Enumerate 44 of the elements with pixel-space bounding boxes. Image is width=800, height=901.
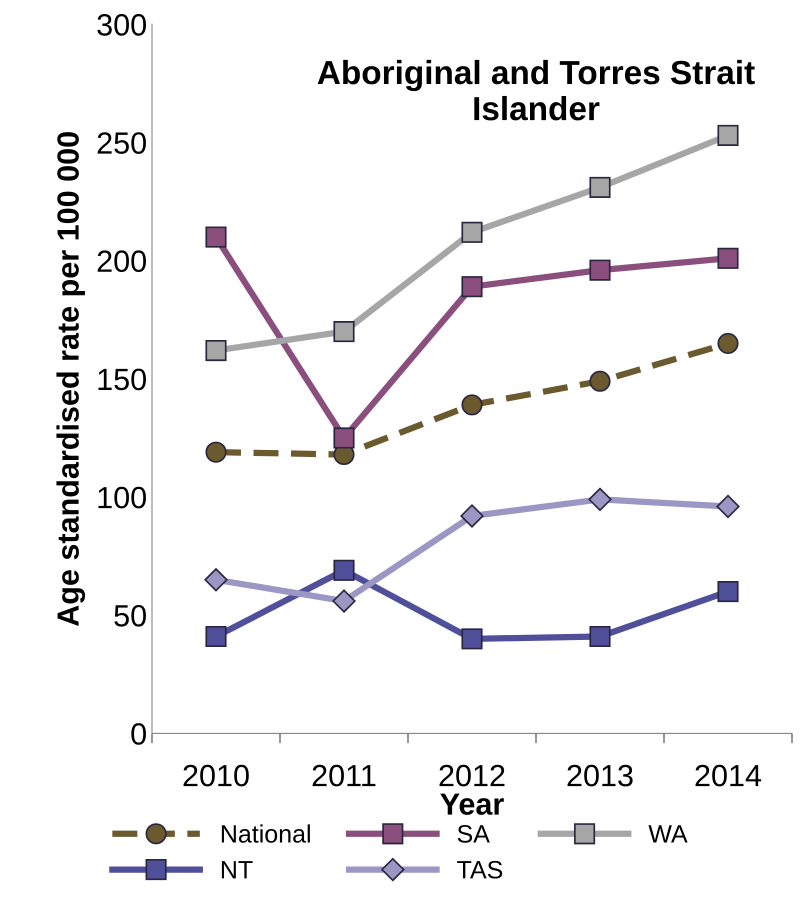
point bbox=[589, 176, 611, 198]
y-tick-label: 300 bbox=[97, 14, 146, 36]
point bbox=[205, 442, 227, 463]
legend-label: NT bbox=[222, 861, 253, 878]
point bbox=[205, 626, 227, 648]
legend-label: SA bbox=[458, 825, 490, 843]
point bbox=[717, 581, 739, 602]
point bbox=[589, 626, 611, 648]
y-tick-label: 0 bbox=[131, 723, 146, 745]
point bbox=[461, 276, 483, 298]
point bbox=[460, 504, 484, 528]
point bbox=[333, 560, 355, 581]
y-axis-title: Age standardised rate per 100 000 bbox=[56, 132, 86, 626]
legend-label: National bbox=[222, 824, 310, 843]
text: Aboriginal and Torres Strait Islander bbox=[318, 60, 755, 120]
x-tick-label: 2012 bbox=[440, 764, 504, 786]
point bbox=[333, 321, 355, 342]
point bbox=[461, 222, 483, 243]
point bbox=[589, 370, 611, 392]
y-tick-label: 250 bbox=[98, 132, 146, 154]
point bbox=[589, 260, 611, 281]
point bbox=[717, 248, 739, 269]
point bbox=[205, 226, 227, 248]
point bbox=[461, 628, 483, 650]
legend-label: TAS bbox=[457, 860, 502, 879]
point bbox=[204, 568, 228, 592]
x-axis-title: Year bbox=[440, 794, 504, 815]
point bbox=[332, 589, 356, 613]
y-tick-label: 200 bbox=[98, 250, 146, 272]
x-tick-label: 2013 bbox=[568, 764, 633, 786]
x-tick-label: 2011 bbox=[312, 764, 376, 786]
point bbox=[716, 494, 740, 518]
y-tick-label: 100 bbox=[98, 486, 146, 508]
point bbox=[333, 427, 355, 449]
x-tick-label: 2010 bbox=[184, 764, 249, 786]
point bbox=[205, 340, 227, 362]
y-tick-label: 150 bbox=[98, 368, 146, 390]
point bbox=[717, 124, 739, 146]
x-tick-label: 2014 bbox=[696, 764, 762, 786]
point bbox=[461, 394, 483, 416]
point bbox=[588, 488, 612, 512]
legend-label: WA bbox=[648, 825, 688, 843]
point bbox=[717, 332, 739, 354]
y-tick-label: 50 bbox=[114, 604, 146, 627]
